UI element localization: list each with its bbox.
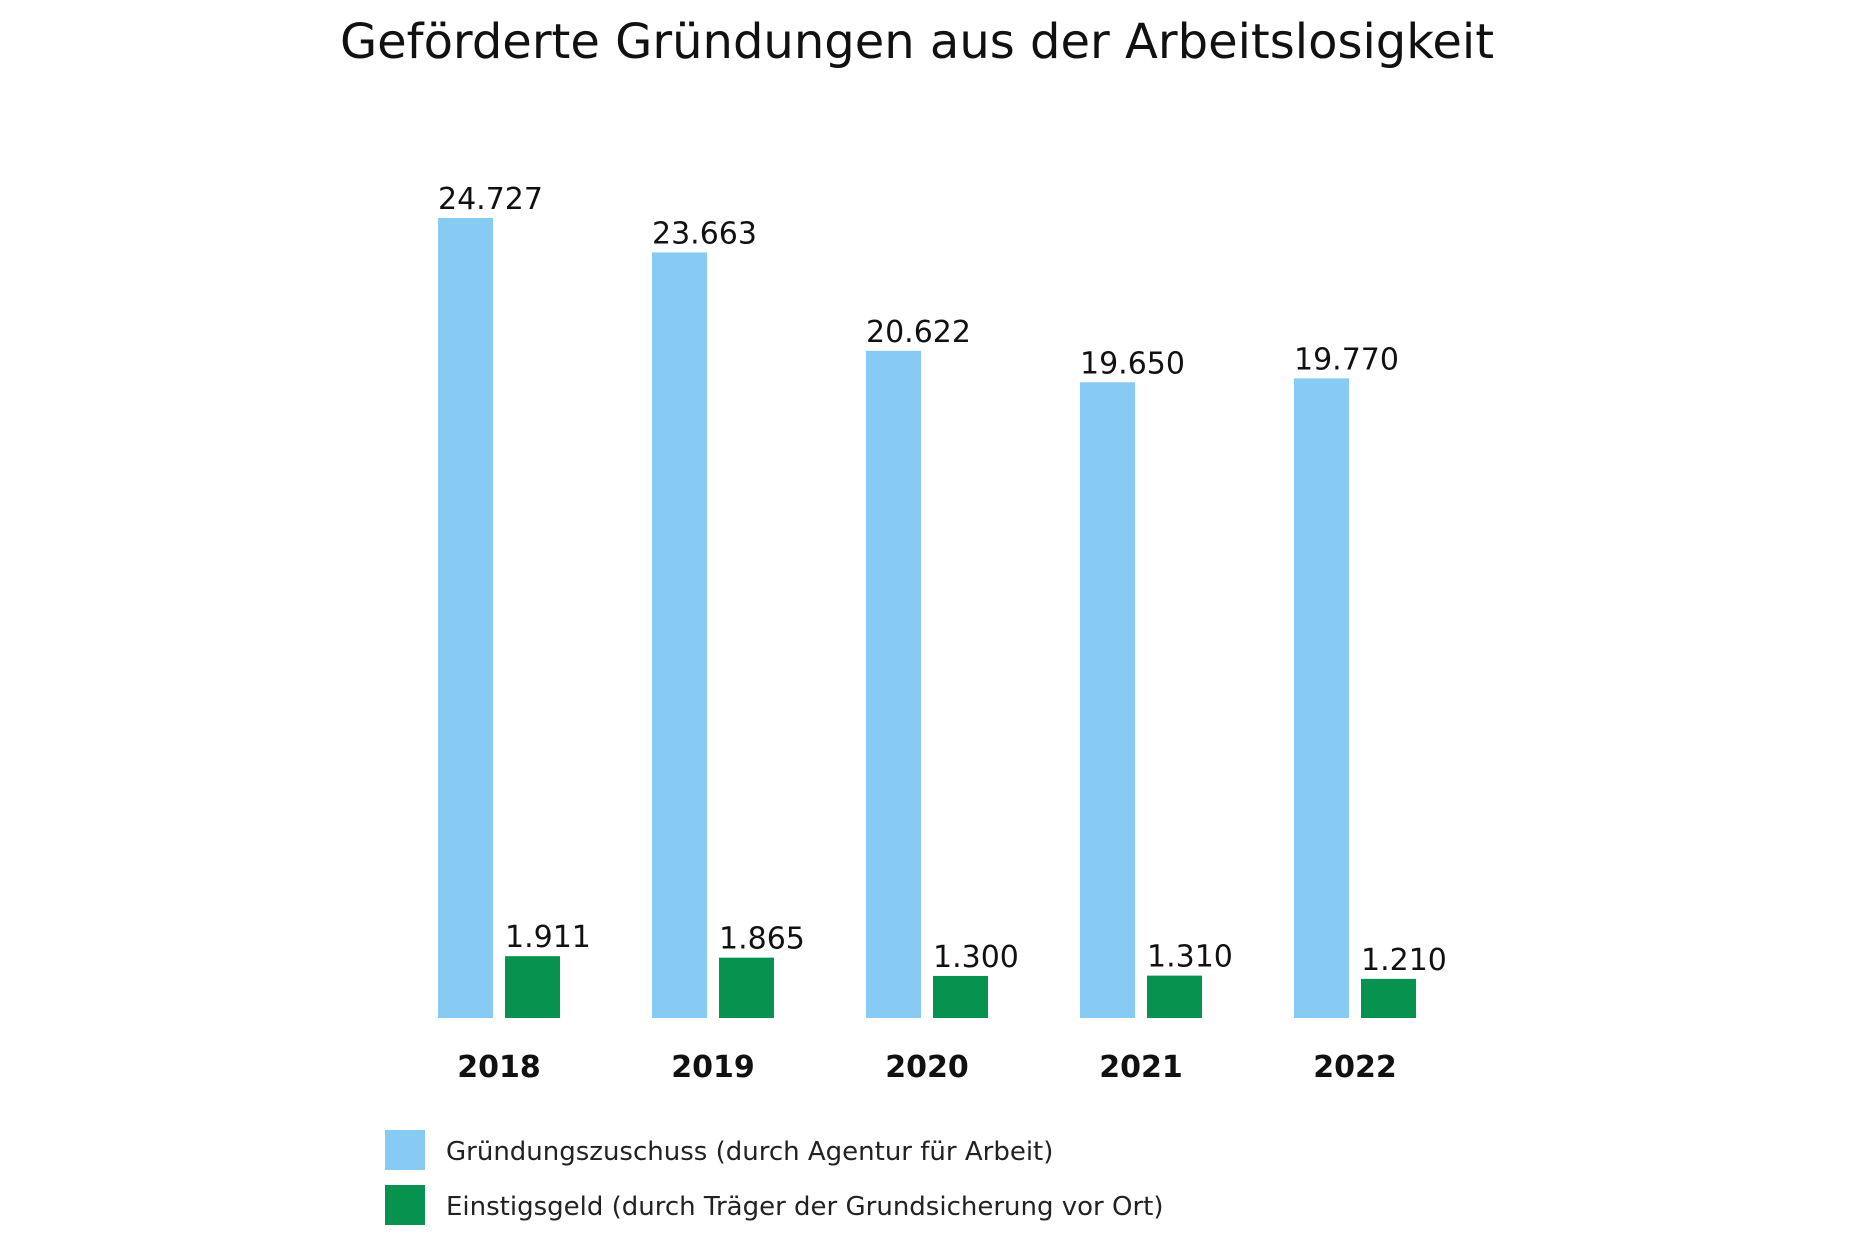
data-label-gruendungszuschuss-2018: 24.727 — [438, 182, 543, 217]
x-tick-label-2019: 2019 — [671, 1050, 755, 1085]
bar-einstigsgeld-2020 — [933, 975, 988, 1018]
bar-gruendungszuschuss-2020 — [866, 350, 921, 1018]
legend-label-gruendungszuschuss: Gründungszuschuss (durch Agentur für Arb… — [446, 1137, 1053, 1167]
legend-swatch-einstigsgeld — [385, 1185, 425, 1225]
bars-group: 24.727 1.911 23.663 1.865 20.622 1.300 19.650 1… — [438, 182, 1447, 1019]
bar-gruendungszuschuss-2021 — [1080, 382, 1135, 1018]
bar-einstigsgeld-2018 — [505, 956, 560, 1018]
x-tick-label-2022: 2022 — [1313, 1050, 1397, 1085]
data-label-einstigsgeld-2018: 1.911 — [505, 920, 591, 955]
x-axis-ticks: 2018 2019 2020 2021 2022 — [457, 1050, 1397, 1085]
bar-gruendungszuschuss-2018 — [438, 218, 493, 1018]
data-label-einstigsgeld-2022: 1.210 — [1361, 943, 1447, 978]
data-label-gruendungszuschuss-2022: 19.770 — [1294, 342, 1399, 377]
legend: Gründungszuschuss (durch Agentur für Arb… — [385, 1130, 1164, 1225]
data-label-gruendungszuschuss-2019: 23.663 — [652, 216, 757, 251]
bar-einstigsgeld-2022 — [1361, 978, 1416, 1018]
data-label-einstigsgeld-2021: 1.310 — [1147, 940, 1233, 975]
bar-einstigsgeld-2021 — [1147, 975, 1202, 1018]
bar-einstigsgeld-2019 — [719, 957, 774, 1018]
data-label-einstigsgeld-2019: 1.865 — [719, 922, 805, 957]
x-tick-label-2018: 2018 — [457, 1050, 541, 1085]
data-label-einstigsgeld-2020: 1.300 — [933, 940, 1019, 975]
bar-gruendungszuschuss-2019 — [652, 252, 707, 1019]
data-label-gruendungszuschuss-2021: 19.650 — [1080, 346, 1185, 381]
x-tick-label-2020: 2020 — [885, 1050, 969, 1085]
bar-gruendungszuschuss-2022 — [1294, 378, 1349, 1018]
legend-label-einstigsgeld: Einstigsgeld (durch Träger der Grundsich… — [446, 1192, 1164, 1222]
legend-swatch-gruendungszuschuss — [385, 1130, 425, 1170]
chart-title: Geförderte Gründungen aus der Arbeitslos… — [340, 14, 1494, 70]
data-label-gruendungszuschuss-2020: 20.622 — [866, 315, 971, 350]
x-tick-label-2021: 2021 — [1099, 1050, 1183, 1085]
